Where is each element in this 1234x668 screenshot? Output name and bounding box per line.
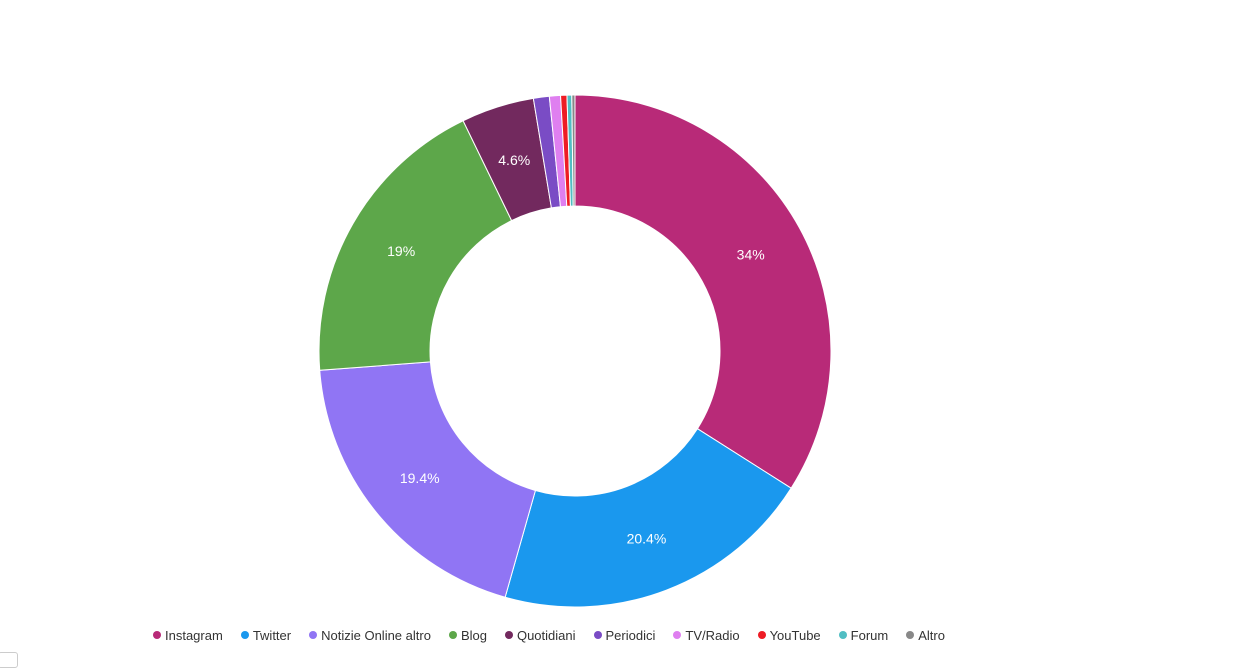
legend-label: Blog bbox=[460, 627, 487, 643]
legend-label: Instagram bbox=[165, 627, 223, 643]
slice-blog[interactable] bbox=[318, 120, 513, 371]
slice-label-twitter: 20.4% bbox=[627, 530, 667, 546]
legend-item-youtube[interactable]: YouTube bbox=[757, 627, 821, 643]
donut-chart-svg: 34% 20.4% 19.4% 19% 4.6% bbox=[318, 94, 832, 608]
slice-instagram[interactable] bbox=[574, 94, 832, 489]
legend-label: Altro bbox=[918, 627, 945, 643]
legend-item-tv-radio[interactable]: TV/Radio bbox=[673, 627, 740, 643]
slices-group bbox=[318, 94, 832, 608]
slice-label-notizie-online-altro: 19.4% bbox=[400, 470, 440, 486]
legend-dot-icon bbox=[757, 631, 766, 639]
slice-altro[interactable] bbox=[571, 94, 576, 207]
slice-twitter[interactable] bbox=[504, 428, 792, 608]
legend-label: Notizie Online altro bbox=[321, 627, 431, 643]
legend-label: YouTube bbox=[769, 627, 821, 643]
legend-item-blog[interactable]: Blog bbox=[448, 627, 487, 643]
legend-item-forum[interactable]: Forum bbox=[838, 627, 889, 643]
slice-label-blog: 19% bbox=[387, 243, 415, 259]
legend-item-twitter[interactable]: Twitter bbox=[240, 627, 292, 643]
legend-dot-icon bbox=[309, 631, 318, 639]
chart-legend: Instagram Twitter Notizie Online altro Blog… bbox=[153, 625, 963, 645]
legend-label: Quotidiani bbox=[516, 627, 576, 643]
legend-item-quotidiani[interactable]: Quotidiani bbox=[504, 627, 576, 643]
legend-dot-icon bbox=[153, 631, 161, 639]
legend-dot-icon bbox=[240, 631, 249, 639]
slice-label-instagram: 34% bbox=[737, 246, 765, 262]
legend-label: Forum bbox=[850, 627, 889, 643]
legend-item-instagram[interactable]: Instagram bbox=[153, 628, 223, 643]
legend-dot-icon bbox=[906, 631, 915, 639]
slice-labels-group: 34% 20.4% 19.4% 19% 4.6% bbox=[387, 152, 765, 546]
legend-item-altro[interactable]: Altro bbox=[906, 628, 945, 643]
donut-chart: 34% 20.4% 19.4% 19% 4.6% bbox=[318, 94, 832, 608]
legend-dot-icon bbox=[673, 631, 682, 639]
corner-widget bbox=[0, 652, 18, 668]
legend-dot-icon bbox=[593, 631, 602, 639]
legend-dot-icon bbox=[504, 631, 513, 639]
legend-item-notizie-online-altro[interactable]: Notizie Online altro bbox=[309, 628, 431, 643]
legend-dot-icon bbox=[838, 631, 847, 639]
legend-label: Periodici bbox=[605, 627, 656, 643]
legend-label: TV/Radio bbox=[685, 627, 740, 643]
legend-item-periodici[interactable]: Periodici bbox=[593, 627, 656, 643]
slice-label-quotidiani: 4.6% bbox=[498, 152, 530, 168]
slice-notizie-online-altro[interactable] bbox=[319, 361, 537, 598]
legend-label: Twitter bbox=[252, 627, 292, 643]
legend-dot-icon bbox=[448, 631, 457, 639]
